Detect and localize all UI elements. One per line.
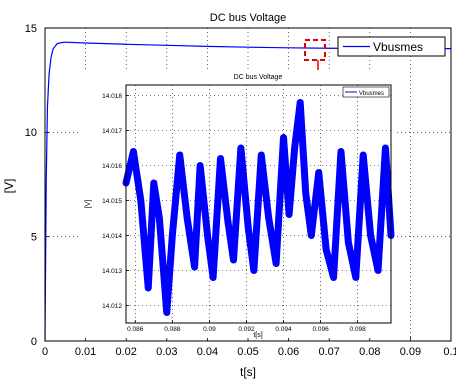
inset-x-tick-label: 0.096 (312, 326, 329, 333)
inset-y-tick-label: 14.018 (102, 93, 122, 100)
main-legend-box (337, 36, 446, 57)
main-legend-label: Vbusmes (373, 40, 423, 54)
zoom-region-marker (304, 39, 326, 61)
inset-series-line (125, 101, 392, 314)
main-x-tick-label: 0.06 (278, 346, 299, 358)
main-legend: Vbusmes (337, 36, 446, 57)
inset-y-tick-label: 14.016 (102, 163, 122, 170)
main-x-tick-label: 0.02 (115, 346, 136, 358)
inset-x-tick-label: 0.092 (238, 326, 255, 333)
main-x-tick-label: 0.08 (359, 346, 380, 358)
inset-y-tick-label: 14.014 (102, 233, 122, 240)
main-series-lines (44, 41, 451, 342)
inset-x-ticks: 0.086 0.088 0.09 0.092 0.094 0.096 0.098 (127, 320, 366, 333)
main-y-axis-label: [V] (2, 179, 16, 194)
main-x-tick-label: 0.03 (156, 346, 177, 358)
inset-x-tick-label: 0.088 (164, 326, 181, 333)
main-x-tick-label: 0.05 (237, 346, 258, 358)
main-x-tick-label: 0.09 (400, 346, 421, 358)
inset-y-tick-label: 14.013 (102, 268, 122, 275)
inset-legend: Vbusmes (342, 86, 390, 98)
inset-plot-frame (125, 84, 392, 324)
main-y-tick-label: 10 (25, 127, 37, 139)
inset-y-tick-label: 14.015 (102, 198, 122, 205)
inset-x-tick-label: 0.094 (275, 326, 292, 333)
inset-x-tick-label: 0.098 (350, 326, 367, 333)
inset-legend-label: Vbusmes (359, 91, 384, 97)
main-y-tick-label: 15 (25, 23, 37, 35)
inset-x-axis-label: t[s] (253, 332, 262, 339)
main-x-tick-label: 0.1 (443, 346, 456, 358)
main-y-tick-label: 0 (31, 336, 37, 348)
main-series-line (44, 41, 451, 342)
main-x-tick-label: 0 (42, 346, 48, 358)
main-chart-title: DC bus Voltage (210, 12, 286, 24)
inset-legend-box (342, 86, 390, 98)
inset-x-tick-label: 0.086 (127, 326, 144, 333)
inset-chart: 0.086 0.088 0.09 0.092 0.094 0.096 0.098 14.01… (78, 70, 395, 339)
inset-y-tick-label: 14.017 (102, 128, 122, 135)
inset-y-axis-label: [V] (85, 200, 92, 209)
inset-x-tick-label: 0.09 (203, 326, 216, 333)
inset-series-lines (122, 99, 395, 316)
inset-y-tick-label: 14.012 (102, 303, 122, 310)
main-x-tick-label: 0.07 (318, 346, 339, 358)
main-y-ticks: 0 5 10 15 (25, 23, 49, 348)
main-x-tick-label: 0.01 (75, 346, 96, 358)
main-x-ticks: 0 0.01 0.02 0.03 0.04 0.05 0.06 0.07 0.08 0.09 0.1 (42, 337, 456, 358)
main-x-tick-label: 0.04 (197, 346, 218, 358)
inset-y-ticks: 14.012 14.013 14.014 14.015 14.016 14.017 14.0… (102, 93, 129, 310)
main-x-axis-label: t[s] (240, 365, 256, 379)
main-y-tick-label: 5 (31, 232, 37, 244)
inset-chart-title: DC bus Voltage (234, 74, 283, 81)
